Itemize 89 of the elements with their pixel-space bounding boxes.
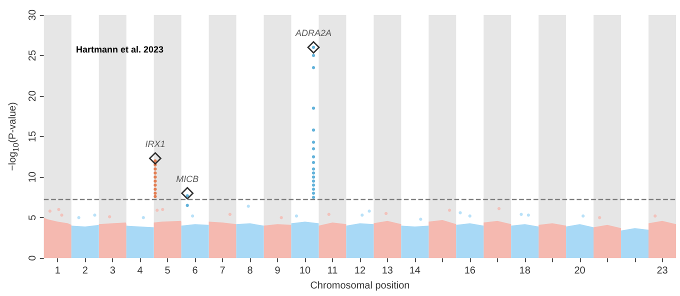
point <box>156 208 159 212</box>
point <box>312 180 316 183</box>
point <box>312 167 316 171</box>
y-tick-label: 10 <box>27 171 38 183</box>
point <box>312 196 316 199</box>
point <box>77 216 80 220</box>
point <box>448 208 452 212</box>
x-tick-label: 3 <box>110 266 116 277</box>
point <box>468 214 472 218</box>
x-tick-label: 1 <box>54 266 61 277</box>
x-tick-label: 16 <box>464 266 476 277</box>
point <box>246 204 250 208</box>
x-tick-label: 9 <box>274 266 281 277</box>
x-tick-label: 2 <box>82 266 88 277</box>
point <box>654 214 657 218</box>
point <box>142 216 145 220</box>
point <box>312 160 316 164</box>
x-tick-label: 12 <box>354 266 366 277</box>
y-tick-label: 25 <box>27 50 38 62</box>
x-tick-label: 13 <box>382 266 394 277</box>
point <box>312 66 316 70</box>
point <box>161 208 164 212</box>
x-tick-label: 7 <box>220 266 226 277</box>
annotation: IRX1 <box>145 138 166 149</box>
point <box>312 188 316 191</box>
point <box>312 147 316 150</box>
point <box>312 106 316 110</box>
point <box>154 175 157 179</box>
point <box>526 214 530 217</box>
point <box>93 214 96 217</box>
point <box>419 218 422 221</box>
point <box>458 211 462 214</box>
point <box>312 175 316 179</box>
annotation: Hartmann et al. 2023 <box>76 44 164 54</box>
x-axis-title: Chromosomal position <box>310 280 410 292</box>
point <box>154 194 157 198</box>
point <box>154 180 157 183</box>
x-tick-label: 10 <box>299 266 311 277</box>
point <box>154 167 157 171</box>
y-tick-label: 15 <box>27 130 38 142</box>
point <box>186 194 189 198</box>
point <box>108 215 112 218</box>
point <box>384 212 388 216</box>
y-tick-label: 30 <box>27 9 38 21</box>
x-tick-label: 11 <box>327 266 338 277</box>
point <box>312 54 316 58</box>
point <box>154 184 157 187</box>
point <box>181 187 194 200</box>
point <box>312 128 316 132</box>
y-tick-label: 0 <box>27 254 38 261</box>
point <box>312 184 316 187</box>
point <box>154 188 157 191</box>
x-tick-label: 14 <box>409 266 421 277</box>
point <box>186 204 189 208</box>
annotation: MICB <box>176 174 199 184</box>
x-tick-label: 20 <box>574 266 586 277</box>
point <box>360 214 364 217</box>
x-tick-label: 4 <box>137 266 144 277</box>
point <box>312 192 316 195</box>
x-tick-label: 6 <box>192 266 198 277</box>
y-tick-label: 20 <box>27 90 38 102</box>
point <box>228 212 232 216</box>
point <box>598 216 602 220</box>
x-tick-label: 23 <box>656 266 668 277</box>
point <box>582 214 585 218</box>
point <box>497 207 501 210</box>
x-tick-label: 5 <box>164 266 171 277</box>
y-tick-label: 5 <box>27 214 38 220</box>
point <box>149 152 162 165</box>
point <box>60 214 64 217</box>
point <box>280 216 283 220</box>
point <box>312 171 316 175</box>
point <box>307 41 320 54</box>
point <box>368 210 371 213</box>
point <box>48 210 52 213</box>
y-axis-title: −log10(P-value) <box>8 102 20 171</box>
x-tick-label: 8 <box>247 266 254 277</box>
point <box>312 140 316 144</box>
point <box>154 192 157 195</box>
point <box>190 214 194 218</box>
point <box>154 171 157 175</box>
point <box>327 212 330 216</box>
point <box>312 155 316 158</box>
x-tick-label: 18 <box>519 266 531 277</box>
point <box>520 212 523 216</box>
annotation: ADRA2A <box>294 28 332 38</box>
point <box>57 208 60 212</box>
point <box>154 159 157 162</box>
point <box>294 214 298 218</box>
